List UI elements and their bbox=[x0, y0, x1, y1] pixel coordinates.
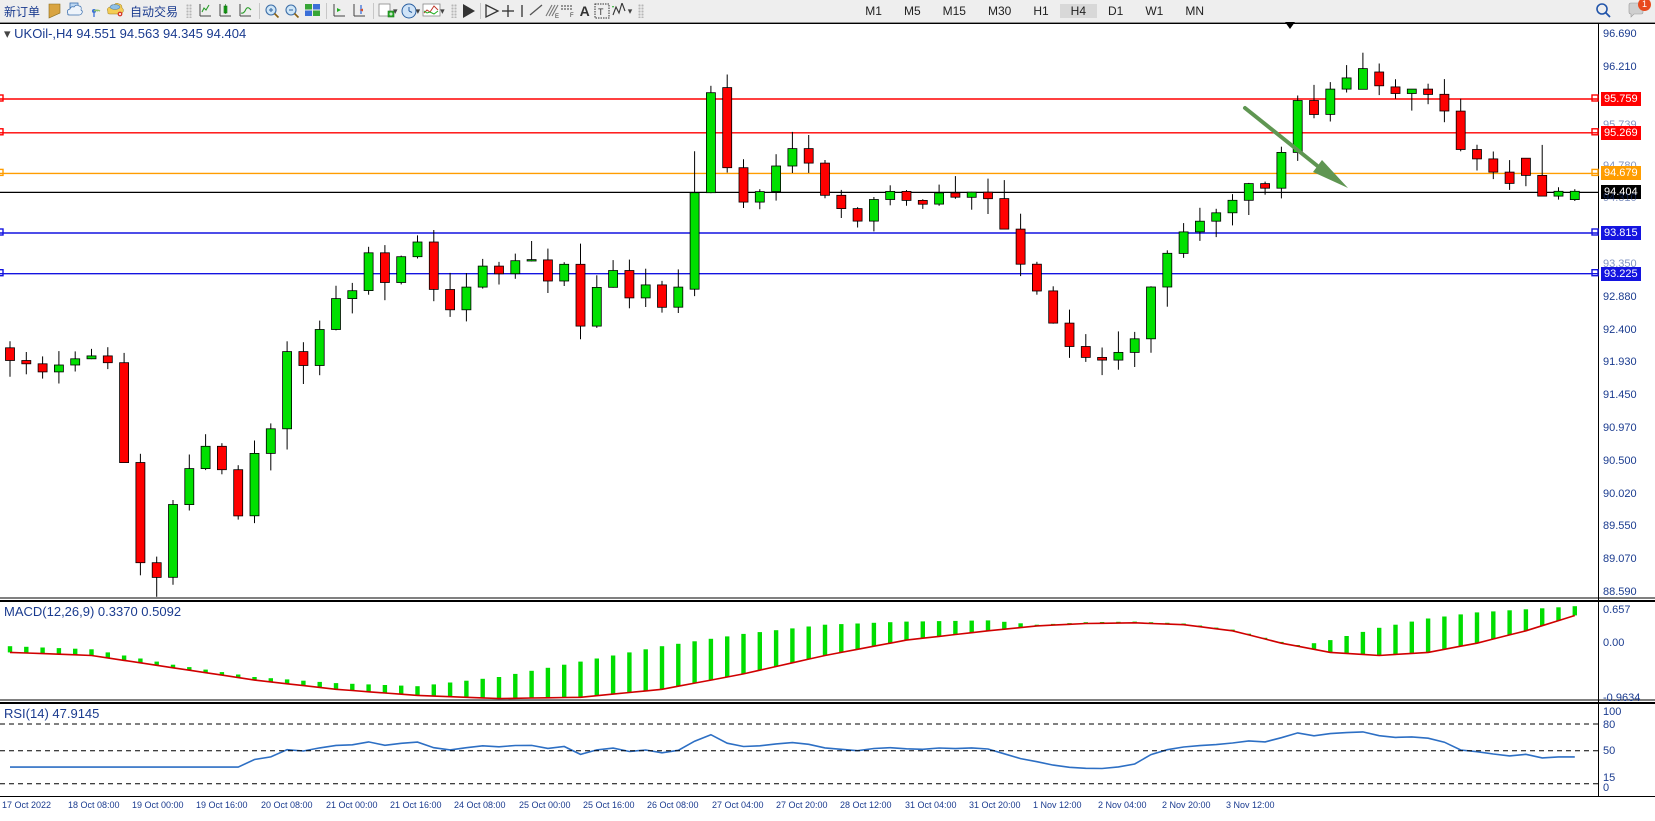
svg-text:F: F bbox=[570, 13, 574, 18]
svg-text:E: E bbox=[555, 14, 559, 19]
svg-text:T: T bbox=[598, 7, 604, 17]
